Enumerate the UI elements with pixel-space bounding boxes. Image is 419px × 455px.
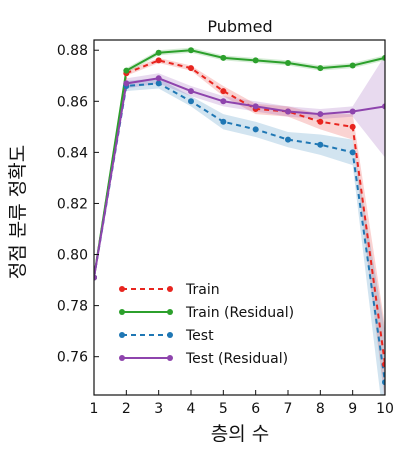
x-tick-label: 5 (219, 401, 228, 417)
y-axis-label: 정점 분류 정확도 (7, 145, 29, 279)
point-train (220, 88, 227, 95)
point-train-residual (349, 62, 356, 69)
x-tick-label: 10 (376, 401, 394, 417)
point-test-residual (123, 80, 130, 87)
line-test-residual (94, 77, 385, 278)
x-tick-label: 9 (348, 401, 357, 417)
legend-marker-train-residual (119, 309, 125, 315)
y-tick-label: 0.84 (57, 145, 88, 161)
y-tick-label: 0.82 (57, 196, 88, 212)
point-test-residual (94, 274, 97, 281)
x-axis-ticks: 1 2 3 4 5 6 7 8 9 10 (90, 390, 394, 417)
point-test (188, 98, 194, 105)
point-test-residual (382, 103, 385, 110)
x-tick-label: 1 (90, 401, 99, 417)
legend-marker-train (119, 286, 125, 292)
point-test (382, 379, 385, 386)
point-test-residual (220, 98, 227, 105)
y-tick-label: 0.88 (57, 43, 88, 59)
legend-marker-test (167, 332, 173, 338)
line-train-residual (94, 49, 385, 278)
point-train-residual (317, 65, 324, 72)
x-tick-label: 4 (187, 401, 196, 417)
x-tick-label: 3 (154, 401, 163, 417)
point-test-residual (317, 111, 324, 118)
point-test (155, 80, 162, 87)
point-test (285, 136, 291, 143)
point-test-residual (349, 108, 356, 115)
confidence-bands (94, 47, 385, 395)
legend: Train Train (Residual) Test Test (Residual) (119, 282, 294, 367)
point-test-residual (155, 75, 162, 82)
legend-label-test: Test (185, 328, 214, 344)
series-points (94, 47, 385, 386)
legend-marker-test-residual (167, 355, 173, 361)
plot-frame (93, 39, 386, 396)
legend-marker-train (167, 286, 173, 292)
x-tick-label: 8 (316, 401, 325, 417)
y-tick-label: 0.78 (57, 299, 88, 315)
point-test (317, 141, 324, 148)
legend-marker-test (119, 332, 125, 338)
point-test-residual (188, 88, 194, 95)
x-axis-label: 층의 수 (211, 423, 269, 445)
point-test (349, 149, 356, 156)
legend-label-train: Train (185, 282, 220, 298)
y-tick-label: 0.80 (57, 248, 88, 264)
point-train (349, 123, 356, 130)
point-train-residual (285, 59, 291, 66)
x-tick-label: 6 (251, 401, 260, 417)
series-lines (94, 49, 385, 383)
y-axis-ticks: 0.76 0.78 0.80 0.82 0.84 0.86 0.88 (57, 43, 99, 366)
point-train (382, 361, 385, 368)
legend-label-test-residual: Test (Residual) (185, 351, 288, 367)
x-tick-label: 7 (284, 401, 293, 417)
point-train-residual (252, 57, 259, 64)
line-test (94, 82, 385, 383)
x-tick-label: 2 (122, 401, 131, 417)
point-test-residual (285, 108, 291, 115)
y-tick-label: 0.86 (57, 94, 88, 110)
chart-title: Pubmed (207, 17, 272, 36)
legend-label-train-residual: Train (Residual) (185, 305, 294, 321)
y-tick-label: 0.76 (57, 350, 88, 366)
point-train-residual (188, 47, 194, 54)
point-test-residual (252, 103, 259, 110)
point-train-residual (155, 49, 162, 56)
band-test-residual (94, 55, 385, 278)
point-train-residual (220, 54, 227, 61)
point-train (188, 65, 194, 72)
line-train (94, 59, 385, 365)
legend-marker-train-residual (167, 309, 173, 315)
point-test (220, 118, 227, 125)
point-train (155, 57, 162, 64)
point-train (317, 118, 324, 125)
legend-marker-test-residual (119, 355, 125, 361)
point-test (252, 126, 259, 133)
point-train-residual (382, 54, 385, 61)
point-train-residual (123, 67, 130, 74)
